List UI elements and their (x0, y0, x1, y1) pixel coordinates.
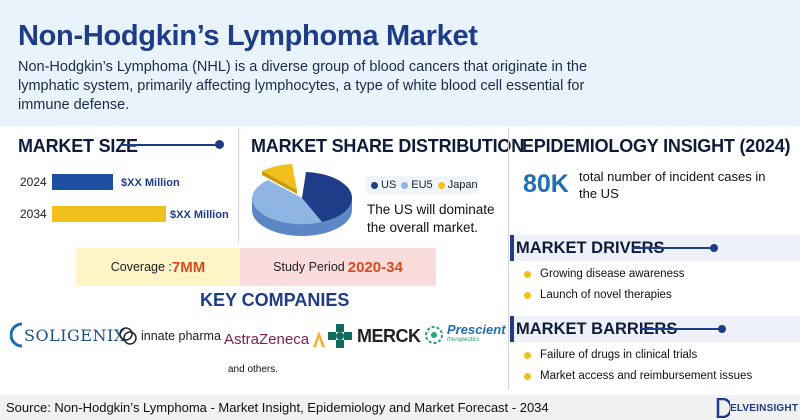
market-share-text: The US will dominate the overall market. (367, 202, 495, 235)
market-size-bar-2024 (52, 174, 113, 190)
market-size-year-2034: 2034 (20, 207, 47, 221)
market-size-value-2034: $XX Million (170, 209, 229, 221)
legend-item-us: US (371, 179, 396, 191)
intro-text: Non-Hodgkin’s Lymphoma (NHL) is a divers… (18, 59, 588, 113)
delveinsight-d-icon (716, 398, 730, 418)
barrier-item: Market access and reimbursement issues (524, 370, 752, 382)
pie-slice-japan (262, 164, 297, 190)
barriers-rule (640, 328, 720, 330)
market-size-rule-dot (215, 140, 224, 149)
legend-dot-us (371, 181, 378, 189)
others-text: and others. (228, 364, 279, 375)
bullet-dot-icon (524, 291, 531, 299)
epidemiology-title: EPIDEMIOLOGY INSIGHT (2024) (522, 136, 791, 156)
legend-dot-japan (437, 181, 445, 189)
drivers-rule-dot (710, 244, 718, 252)
bullet-dot-icon (524, 270, 531, 278)
barriers-title: MARKET BARRIERS (516, 320, 678, 338)
market-share-legend: US EU5 Japan (366, 176, 478, 194)
soligenix-mark-icon (10, 322, 23, 348)
pie-slice-eu5 (251, 180, 322, 225)
market-share-title: MARKET SHARE DISTRIBUTION (251, 136, 524, 156)
driver-item: Launch of novel therapies (524, 289, 672, 301)
bullet-dot-icon (524, 372, 531, 380)
key-companies-title: KEY COMPANIES (200, 290, 350, 310)
header-band (0, 0, 800, 126)
drivers-rule (632, 247, 712, 249)
market-size-bar-2034 (52, 206, 166, 222)
divider-1 (238, 128, 239, 242)
driver-item: Growing disease awareness (524, 268, 684, 280)
market-size-year-2024: 2024 (20, 175, 47, 189)
merck-mark-icon (328, 324, 352, 348)
market-size-rule (120, 144, 218, 146)
logo-soligenix: SOLIGENIX (10, 322, 126, 348)
study-period-value: 2020-34 (347, 258, 403, 276)
logo-merck: MERCK (328, 324, 421, 348)
barrier-item: Failure of drugs in clinical trials (524, 349, 697, 361)
pie-slice-japan-edge (262, 171, 297, 194)
astrazeneca-mark-icon (313, 331, 326, 347)
drivers-accent (510, 235, 514, 261)
divider-2 (508, 128, 509, 390)
barriers-accent (510, 316, 514, 342)
study-period-box: Study Period 2020-34 (240, 248, 436, 286)
study-period-label: Study Period (273, 260, 345, 274)
barriers-rule-dot (718, 325, 726, 333)
market-size-title: MARKET SIZE (18, 136, 138, 156)
coverage-value: 7MM (171, 258, 206, 276)
legend-item-eu5: EU5 (401, 179, 433, 191)
prescient-wordmark: Prescient therapeutics (447, 322, 506, 343)
logo-prescient: Prescient therapeutics (424, 322, 506, 346)
coverage-label: Coverage : (110, 260, 172, 274)
footer-band (0, 395, 800, 420)
source-text: Source: Non-Hodgkin’s Lymphoma - Market … (6, 400, 549, 415)
market-share-pie (251, 164, 353, 236)
prescient-mark-icon (425, 326, 443, 344)
innate-mark-icon (119, 327, 137, 345)
legend-item-japan: Japan (437, 179, 478, 191)
legend-dot-eu5 (401, 181, 409, 189)
drivers-title: MARKET DRIVERS (516, 239, 665, 257)
epidemiology-number: 80K (523, 170, 569, 198)
pie-slice-us (302, 172, 353, 222)
epidemiology-text: total number of incident cases in the US (579, 169, 766, 201)
market-size-value-2024: $XX Million (121, 177, 180, 189)
delveinsight-logo: ELVEINSIGHT (716, 396, 800, 420)
coverage-box: Coverage : 7MM (76, 248, 240, 286)
logo-innate-pharma: innate pharma (118, 326, 221, 346)
bullet-dot-icon (524, 351, 531, 359)
page-title: Non-Hodgkin’s Lymphoma Market (18, 20, 478, 52)
logo-astrazeneca: AstraZeneca (224, 329, 327, 349)
